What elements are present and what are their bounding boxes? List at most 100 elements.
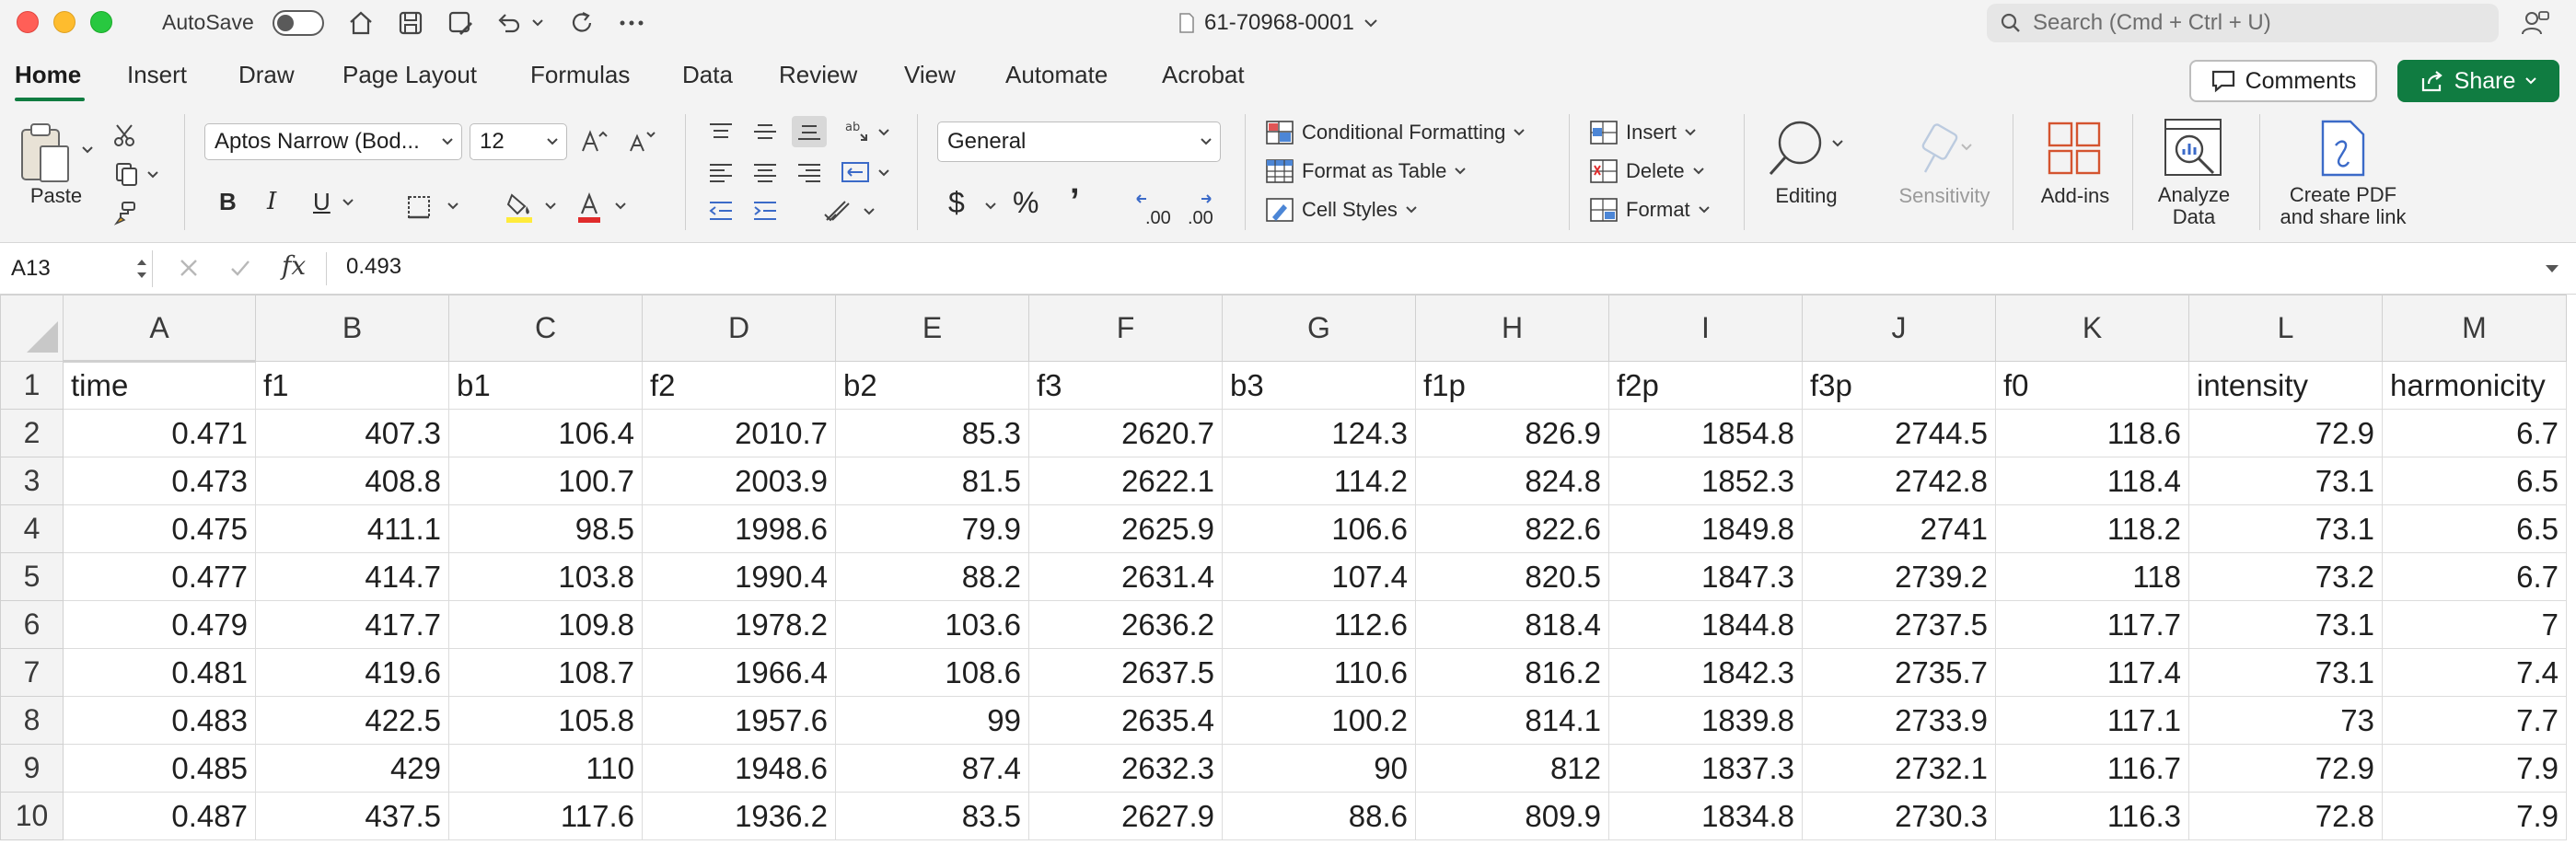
underline-dropdown-icon[interactable] xyxy=(341,193,355,212)
cell[interactable]: 1990.4 xyxy=(642,552,836,601)
column-header[interactable]: K xyxy=(1995,295,2189,362)
cell[interactable]: 417.7 xyxy=(255,600,449,649)
tab-data[interactable]: Data xyxy=(682,61,733,88)
cell[interactable]: 88.2 xyxy=(835,552,1029,601)
redo-icon[interactable] xyxy=(565,6,598,40)
row-header[interactable]: 7 xyxy=(0,648,64,697)
italic-button[interactable]: I xyxy=(267,188,277,215)
cell[interactable]: 429 xyxy=(255,744,449,793)
column-header[interactable]: C xyxy=(448,295,643,362)
align-bottom-icon[interactable] xyxy=(792,116,827,147)
cell[interactable]: 2739.2 xyxy=(1802,552,1996,601)
cell[interactable]: 0.471 xyxy=(63,409,256,457)
cell[interactable]: 0.475 xyxy=(63,504,256,553)
tab-formulas[interactable]: Formulas xyxy=(530,61,631,88)
align-center-icon[interactable] xyxy=(749,158,781,186)
minimize-window-button[interactable] xyxy=(53,11,75,33)
cell[interactable]: 2741 xyxy=(1802,504,1996,553)
row-header[interactable]: 2 xyxy=(0,409,64,457)
cell[interactable]: 6.7 xyxy=(2382,409,2567,457)
cell[interactable]: 109.8 xyxy=(448,600,643,649)
cell[interactable]: 6.5 xyxy=(2382,457,2567,505)
cell[interactable]: 1978.2 xyxy=(642,600,836,649)
cell[interactable]: 110 xyxy=(448,744,643,793)
copy-icon[interactable] xyxy=(107,158,147,190)
formula-input[interactable]: 0.493 xyxy=(346,254,402,279)
cell[interactable]: 2744.5 xyxy=(1802,409,1996,457)
column-header[interactable]: A xyxy=(63,295,256,363)
cell[interactable]: 73 xyxy=(2188,696,2383,745)
cell[interactable]: harmonicity xyxy=(2382,361,2567,410)
decrease-font-size-icon[interactable] xyxy=(626,125,657,156)
column-header[interactable]: D xyxy=(642,295,836,362)
cell[interactable]: 72.9 xyxy=(2188,409,2383,457)
cell[interactable]: 818.4 xyxy=(1415,600,1609,649)
cell[interactable]: 114.2 xyxy=(1222,457,1416,505)
row-header[interactable]: 10 xyxy=(0,792,64,840)
cell[interactable]: 1844.8 xyxy=(1608,600,1803,649)
tab-review[interactable]: Review xyxy=(779,61,858,88)
increase-indent-icon[interactable] xyxy=(749,197,781,225)
cell[interactable]: 2632.3 xyxy=(1028,744,1223,793)
cell[interactable]: 2730.3 xyxy=(1802,792,1996,840)
cell[interactable]: b3 xyxy=(1222,361,1416,410)
cell[interactable]: 411.1 xyxy=(255,504,449,553)
cell[interactable]: 0.481 xyxy=(63,648,256,697)
merge-dropdown-icon[interactable] xyxy=(876,166,891,180)
cell[interactable]: 826.9 xyxy=(1415,409,1609,457)
row-header[interactable]: 1 xyxy=(0,361,64,410)
add-ins-button[interactable] xyxy=(2042,116,2106,180)
cell[interactable]: 2742.8 xyxy=(1802,457,1996,505)
close-window-button[interactable] xyxy=(17,11,39,33)
paste-icon[interactable] xyxy=(17,120,77,188)
column-header[interactable]: I xyxy=(1608,295,1803,362)
expand-formula-bar-icon[interactable] xyxy=(2541,258,2563,280)
row-header[interactable]: 5 xyxy=(0,552,64,601)
cell[interactable]: f0 xyxy=(1995,361,2189,410)
column-header[interactable]: E xyxy=(835,295,1029,362)
tab-acrobat[interactable]: Acrobat xyxy=(1162,61,1245,88)
cell[interactable]: 407.3 xyxy=(255,409,449,457)
save-as-icon[interactable] xyxy=(444,6,477,40)
tab-automate[interactable]: Automate xyxy=(1005,61,1108,88)
cell[interactable]: 73.1 xyxy=(2188,648,2383,697)
document-title[interactable]: 61-70968-0001 xyxy=(1178,8,1378,38)
cancel-entry-icon[interactable] xyxy=(175,254,203,282)
cell[interactable]: 2625.9 xyxy=(1028,504,1223,553)
cell[interactable]: time xyxy=(63,361,256,410)
align-right-icon[interactable] xyxy=(794,158,825,186)
orientation-icon[interactable]: ab xyxy=(840,116,873,147)
cell[interactable]: 2636.2 xyxy=(1028,600,1223,649)
cell[interactable]: 6.5 xyxy=(2382,504,2567,553)
delete-cells-button[interactable]: Delete xyxy=(1589,158,1705,184)
cell[interactable]: 1948.6 xyxy=(642,744,836,793)
cell[interactable]: 73.1 xyxy=(2188,457,2383,505)
cell[interactable]: 2637.5 xyxy=(1028,648,1223,697)
decrease-decimal-icon[interactable] xyxy=(1180,190,1217,226)
column-header[interactable]: J xyxy=(1802,295,1996,362)
cell[interactable]: 1998.6 xyxy=(642,504,836,553)
cell[interactable]: 124.3 xyxy=(1222,409,1416,457)
cell[interactable]: 117.4 xyxy=(1995,648,2189,697)
row-header[interactable]: 8 xyxy=(0,696,64,745)
cell[interactable]: 118.2 xyxy=(1995,504,2189,553)
column-header[interactable]: H xyxy=(1415,295,1609,362)
cell[interactable]: 814.1 xyxy=(1415,696,1609,745)
cell[interactable]: 110.6 xyxy=(1222,648,1416,697)
paste-dropdown-icon[interactable] xyxy=(79,142,96,158)
cell[interactable]: 2733.9 xyxy=(1802,696,1996,745)
tab-draw[interactable]: Draw xyxy=(238,61,295,88)
home-icon[interactable] xyxy=(344,6,377,40)
cell[interactable]: 0.477 xyxy=(63,552,256,601)
select-all-corner[interactable] xyxy=(0,295,64,362)
cell[interactable]: 437.5 xyxy=(255,792,449,840)
column-header[interactable]: M xyxy=(2382,295,2567,362)
cell[interactable]: 1957.6 xyxy=(642,696,836,745)
cell[interactable]: 822.6 xyxy=(1415,504,1609,553)
cell[interactable]: 1847.3 xyxy=(1608,552,1803,601)
cell[interactable]: 100.2 xyxy=(1222,696,1416,745)
cell[interactable]: 0.473 xyxy=(63,457,256,505)
cell[interactable]: 87.4 xyxy=(835,744,1029,793)
cell[interactable]: 100.7 xyxy=(448,457,643,505)
cell[interactable]: 7.4 xyxy=(2382,648,2567,697)
